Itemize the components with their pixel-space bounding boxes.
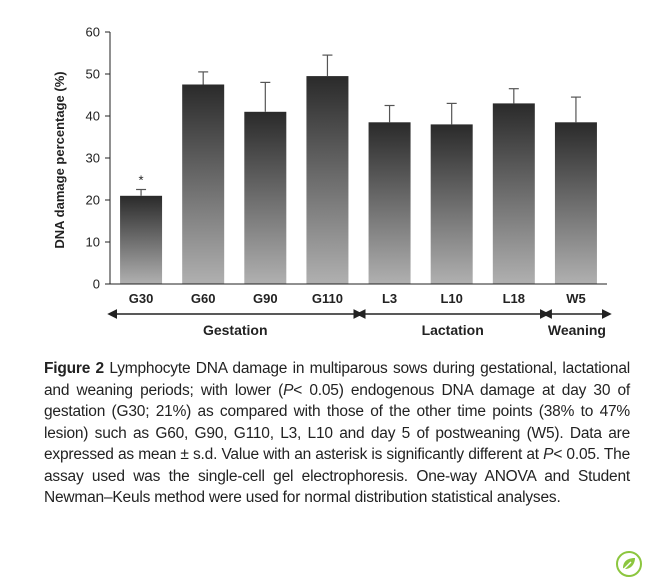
x-tick-label: L18 [503, 291, 525, 306]
x-axis: G30 G60 G90 G110 L3 L10 L18 W5 [110, 283, 607, 306]
figure-caption: Figure 2 Lymphocyte DNA damage in multip… [44, 358, 630, 509]
bar-W5 [554, 122, 597, 284]
y-axis-label: DNA damage percentage (%) [52, 71, 67, 248]
bar-L18 [492, 103, 535, 285]
bar-G90 [244, 111, 287, 284]
y-tick-label: 40 [86, 109, 100, 124]
x-tick-label: G30 [129, 291, 154, 306]
y-tick-label: 30 [86, 151, 100, 166]
caption-text-3: < 0.05. The assay used was the single-ce… [44, 446, 630, 506]
group-label: Weaning [548, 322, 606, 338]
caption-p-symbol-2: P [543, 446, 554, 463]
group-label: Gestation [203, 322, 268, 338]
x-tick-label: W5 [566, 291, 586, 306]
y-tick-label: 60 [86, 25, 100, 40]
y-tick-label: 50 [86, 67, 100, 82]
caption-text-2: < 0.05) endogenous DNA damage at day 30 … [44, 381, 630, 464]
figure-label: Figure 2 [44, 360, 104, 377]
y-tick-label: 20 [86, 193, 100, 208]
x-tick-label: G60 [191, 291, 216, 306]
bar-chart: DNA damage percentage (%) 0102030405060 … [52, 25, 612, 338]
x-tick-label: L10 [440, 291, 462, 306]
x-tick-label: L3 [382, 291, 397, 306]
bars: * [120, 54, 597, 285]
x-tick-label: G110 [312, 291, 343, 306]
caption-p-symbol-1: P [283, 381, 294, 399]
bar-L10 [430, 124, 473, 285]
group-label: Lactation [422, 322, 484, 338]
bar-G110 [306, 76, 349, 284]
significance-asterisk: * [139, 173, 144, 188]
y-tick-label: 10 [86, 235, 100, 250]
caption-text-1: Lymphocyte DNA damage in multiparous sow… [44, 360, 630, 399]
bar-G60 [182, 84, 225, 284]
category-groups: Gestation Lactation Weaning [107, 309, 612, 338]
y-tick-label: 0 [93, 277, 100, 292]
bar-L3 [368, 122, 411, 284]
bar-G30 [120, 195, 163, 284]
x-tick-label: G90 [253, 291, 278, 306]
y-axis: 0 10 20 30 40 50 60 [86, 25, 111, 292]
leaf-badge-icon [616, 551, 642, 577]
